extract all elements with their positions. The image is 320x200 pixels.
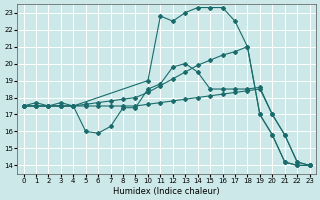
X-axis label: Humidex (Indice chaleur): Humidex (Indice chaleur) xyxy=(113,187,220,196)
